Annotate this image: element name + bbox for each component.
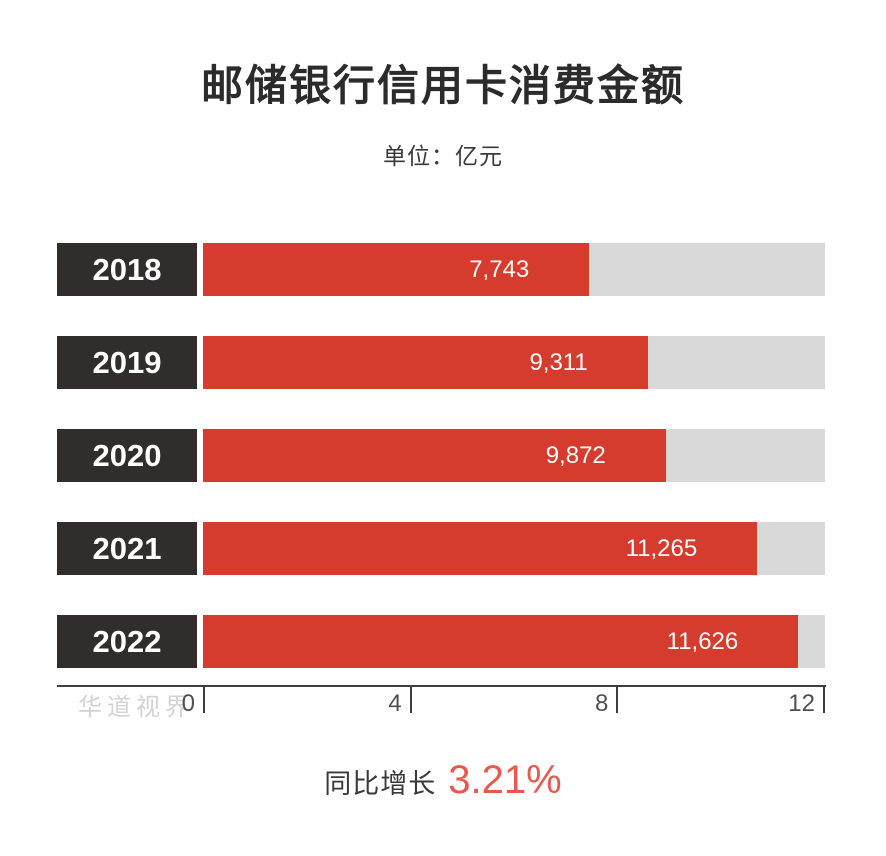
bar-chart: 2018 7,743 2019 9,311 2020 9,872 2021 11,265 202… <box>57 243 826 708</box>
x-axis-tick-label-12: 12 <box>788 690 815 717</box>
bar-2021: 11,265 <box>203 522 758 575</box>
bar-row-2022: 2022 11,626 <box>57 615 826 668</box>
bar-value-label: 9,311 <box>529 348 588 376</box>
growth-annotation: 同比增长 3.21% <box>0 758 886 803</box>
year-label-2022: 2022 <box>57 615 197 668</box>
x-axis-tick-label-0: 0 <box>181 690 195 717</box>
bar-2018: 7,743 <box>203 243 590 296</box>
bar-track-2020: 9,872 <box>203 429 825 482</box>
year-label-2021: 2021 <box>57 522 197 575</box>
year-label-2020: 2020 <box>57 429 197 482</box>
bar-track-2021: 11,265 <box>203 522 825 575</box>
bar-row-2019: 2019 9,311 <box>57 336 826 389</box>
bar-row-2020: 2020 9,872 <box>57 429 826 482</box>
bar-row-2018: 2018 7,743 <box>57 243 826 296</box>
x-axis-tick-label-4: 4 <box>388 690 402 717</box>
x-axis-tick-12 <box>823 687 825 713</box>
x-axis-tick-8 <box>616 687 619 713</box>
year-label-2018: 2018 <box>57 243 197 296</box>
bar-value-label: 11,265 <box>625 534 698 562</box>
bar-value-label: 7,743 <box>469 255 530 283</box>
growth-label: 同比增长 <box>324 769 437 799</box>
year-label-2019: 2019 <box>57 336 197 389</box>
bar-value-label: 9,872 <box>545 441 606 469</box>
bar-track-2022: 11,626 <box>203 615 825 668</box>
x-axis-tick-0 <box>203 687 205 713</box>
growth-value: 3.21% <box>448 758 562 802</box>
bar-2020: 9,872 <box>203 429 666 482</box>
bar-2019: 9,311 <box>203 336 648 389</box>
x-axis-tick-label-8: 8 <box>594 690 609 717</box>
bar-row-2021: 2021 11,265 <box>57 522 826 575</box>
x-axis-tick-4 <box>409 687 412 713</box>
bar-track-2018: 7,743 <box>203 243 825 296</box>
x-axis: 0 4 8 12 <box>57 685 826 717</box>
bar-track-2019: 9,311 <box>203 336 825 389</box>
bar-2022: 11,626 <box>203 615 799 668</box>
watermark: 华道视界 <box>78 694 194 721</box>
unit-label: 单位：亿元 <box>383 143 503 169</box>
bar-value-label: 11,626 <box>666 627 739 655</box>
chart-title: 邮储银行信用卡消费金额 <box>200 62 685 109</box>
